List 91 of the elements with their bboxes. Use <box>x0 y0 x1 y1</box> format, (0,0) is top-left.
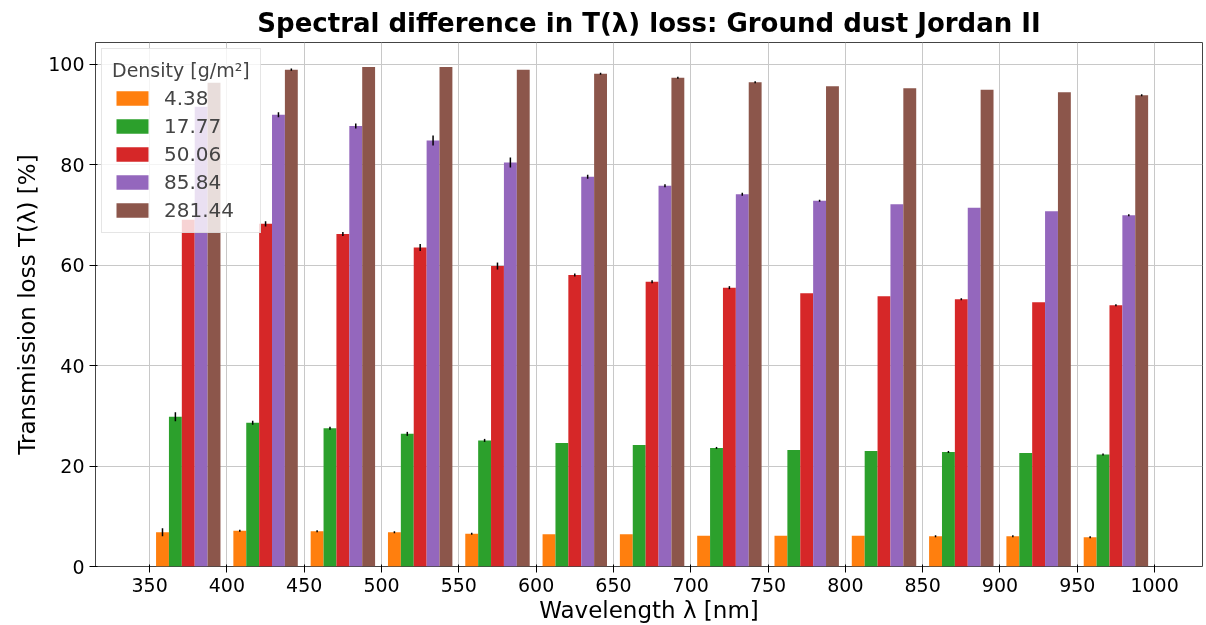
x-tick-label: 950 <box>1059 573 1096 596</box>
x-axis-title: Wavelength λ [nm] <box>539 596 759 623</box>
x-tick-label: 550 <box>440 573 477 596</box>
bar <box>658 185 672 567</box>
bar <box>439 67 453 567</box>
bar <box>722 287 736 567</box>
bar <box>1109 305 1123 567</box>
bar <box>233 530 247 567</box>
legend-label: 281.44 <box>164 198 234 222</box>
legend-label: 17.77 <box>164 114 222 138</box>
bar <box>156 532 169 567</box>
y-tick-label: 0 <box>72 555 85 578</box>
bar <box>645 281 659 567</box>
bar <box>272 114 285 567</box>
x-tick-label: 650 <box>595 573 632 596</box>
x-tick-label: 750 <box>749 573 787 596</box>
legend-label: 85.84 <box>164 170 222 194</box>
bar <box>362 67 376 567</box>
bar <box>568 275 582 567</box>
bar <box>890 204 904 567</box>
bar <box>967 207 981 567</box>
bar <box>1006 536 1020 567</box>
bar <box>336 233 350 567</box>
bar <box>1083 537 1097 567</box>
bar <box>903 88 917 567</box>
x-tick-label: 350 <box>131 573 168 596</box>
bar <box>851 535 865 567</box>
legend-title: Density [g/m²] <box>112 59 250 81</box>
chart-title: Spectral difference in T(λ) loss: Ground dust Jordan II <box>257 7 1041 38</box>
x-tick-label: 400 <box>208 573 246 596</box>
bar <box>478 440 492 567</box>
y-axis-title: Transmission loss T(λ) [%] <box>14 154 41 456</box>
bar <box>813 200 827 567</box>
bar <box>1045 211 1058 567</box>
bar <box>619 534 633 567</box>
bar <box>555 442 569 567</box>
x-tick-label: 450 <box>286 573 323 596</box>
bar <box>581 176 595 567</box>
x-tick-label: 850 <box>904 573 941 596</box>
bar <box>491 266 504 567</box>
bar <box>1096 454 1110 567</box>
bar <box>787 449 801 567</box>
bar <box>748 82 762 567</box>
x-tick-label: 800 <box>827 573 864 596</box>
bar <box>259 223 273 567</box>
bar <box>503 162 517 567</box>
bar <box>697 535 711 567</box>
x-tick-label: 1000 <box>1130 573 1179 596</box>
bar <box>387 532 401 567</box>
bar <box>1019 452 1033 567</box>
bar <box>516 69 530 567</box>
y-tick-label: 80 <box>60 153 85 176</box>
bar <box>310 531 324 567</box>
bar <box>941 451 955 567</box>
bar <box>877 296 891 567</box>
bar <box>1057 92 1071 567</box>
bar <box>426 140 440 567</box>
bar <box>465 533 479 567</box>
bar <box>710 447 723 567</box>
bar <box>954 299 968 567</box>
bar <box>400 433 414 567</box>
bar <box>774 535 788 567</box>
y-tick-label: 100 <box>48 53 85 76</box>
bar <box>323 428 337 567</box>
y-tick-label: 40 <box>60 354 85 377</box>
x-tick-label: 600 <box>518 573 555 596</box>
bar <box>671 77 685 567</box>
bar <box>349 125 363 567</box>
bar <box>929 536 942 567</box>
bar <box>1032 302 1046 567</box>
bar <box>800 293 814 567</box>
bar <box>826 86 839 567</box>
y-tick-label: 20 <box>60 455 85 478</box>
legend-label: 50.06 <box>164 142 222 166</box>
y-tick-label: 60 <box>60 254 85 277</box>
bar <box>168 416 182 567</box>
bar <box>1122 215 1136 567</box>
x-tick-label: 500 <box>363 573 400 596</box>
x-tick-label: 900 <box>981 573 1019 596</box>
bar <box>413 247 427 567</box>
bar <box>735 194 749 567</box>
legend-label: 4.38 <box>164 86 209 110</box>
bar <box>1135 95 1149 567</box>
bar <box>864 450 878 567</box>
bar <box>980 89 994 567</box>
bar <box>284 69 298 567</box>
bar <box>594 73 607 567</box>
bar <box>632 444 646 567</box>
bar <box>246 422 260 567</box>
x-tick-label: 700 <box>672 573 709 596</box>
bar <box>542 534 556 567</box>
